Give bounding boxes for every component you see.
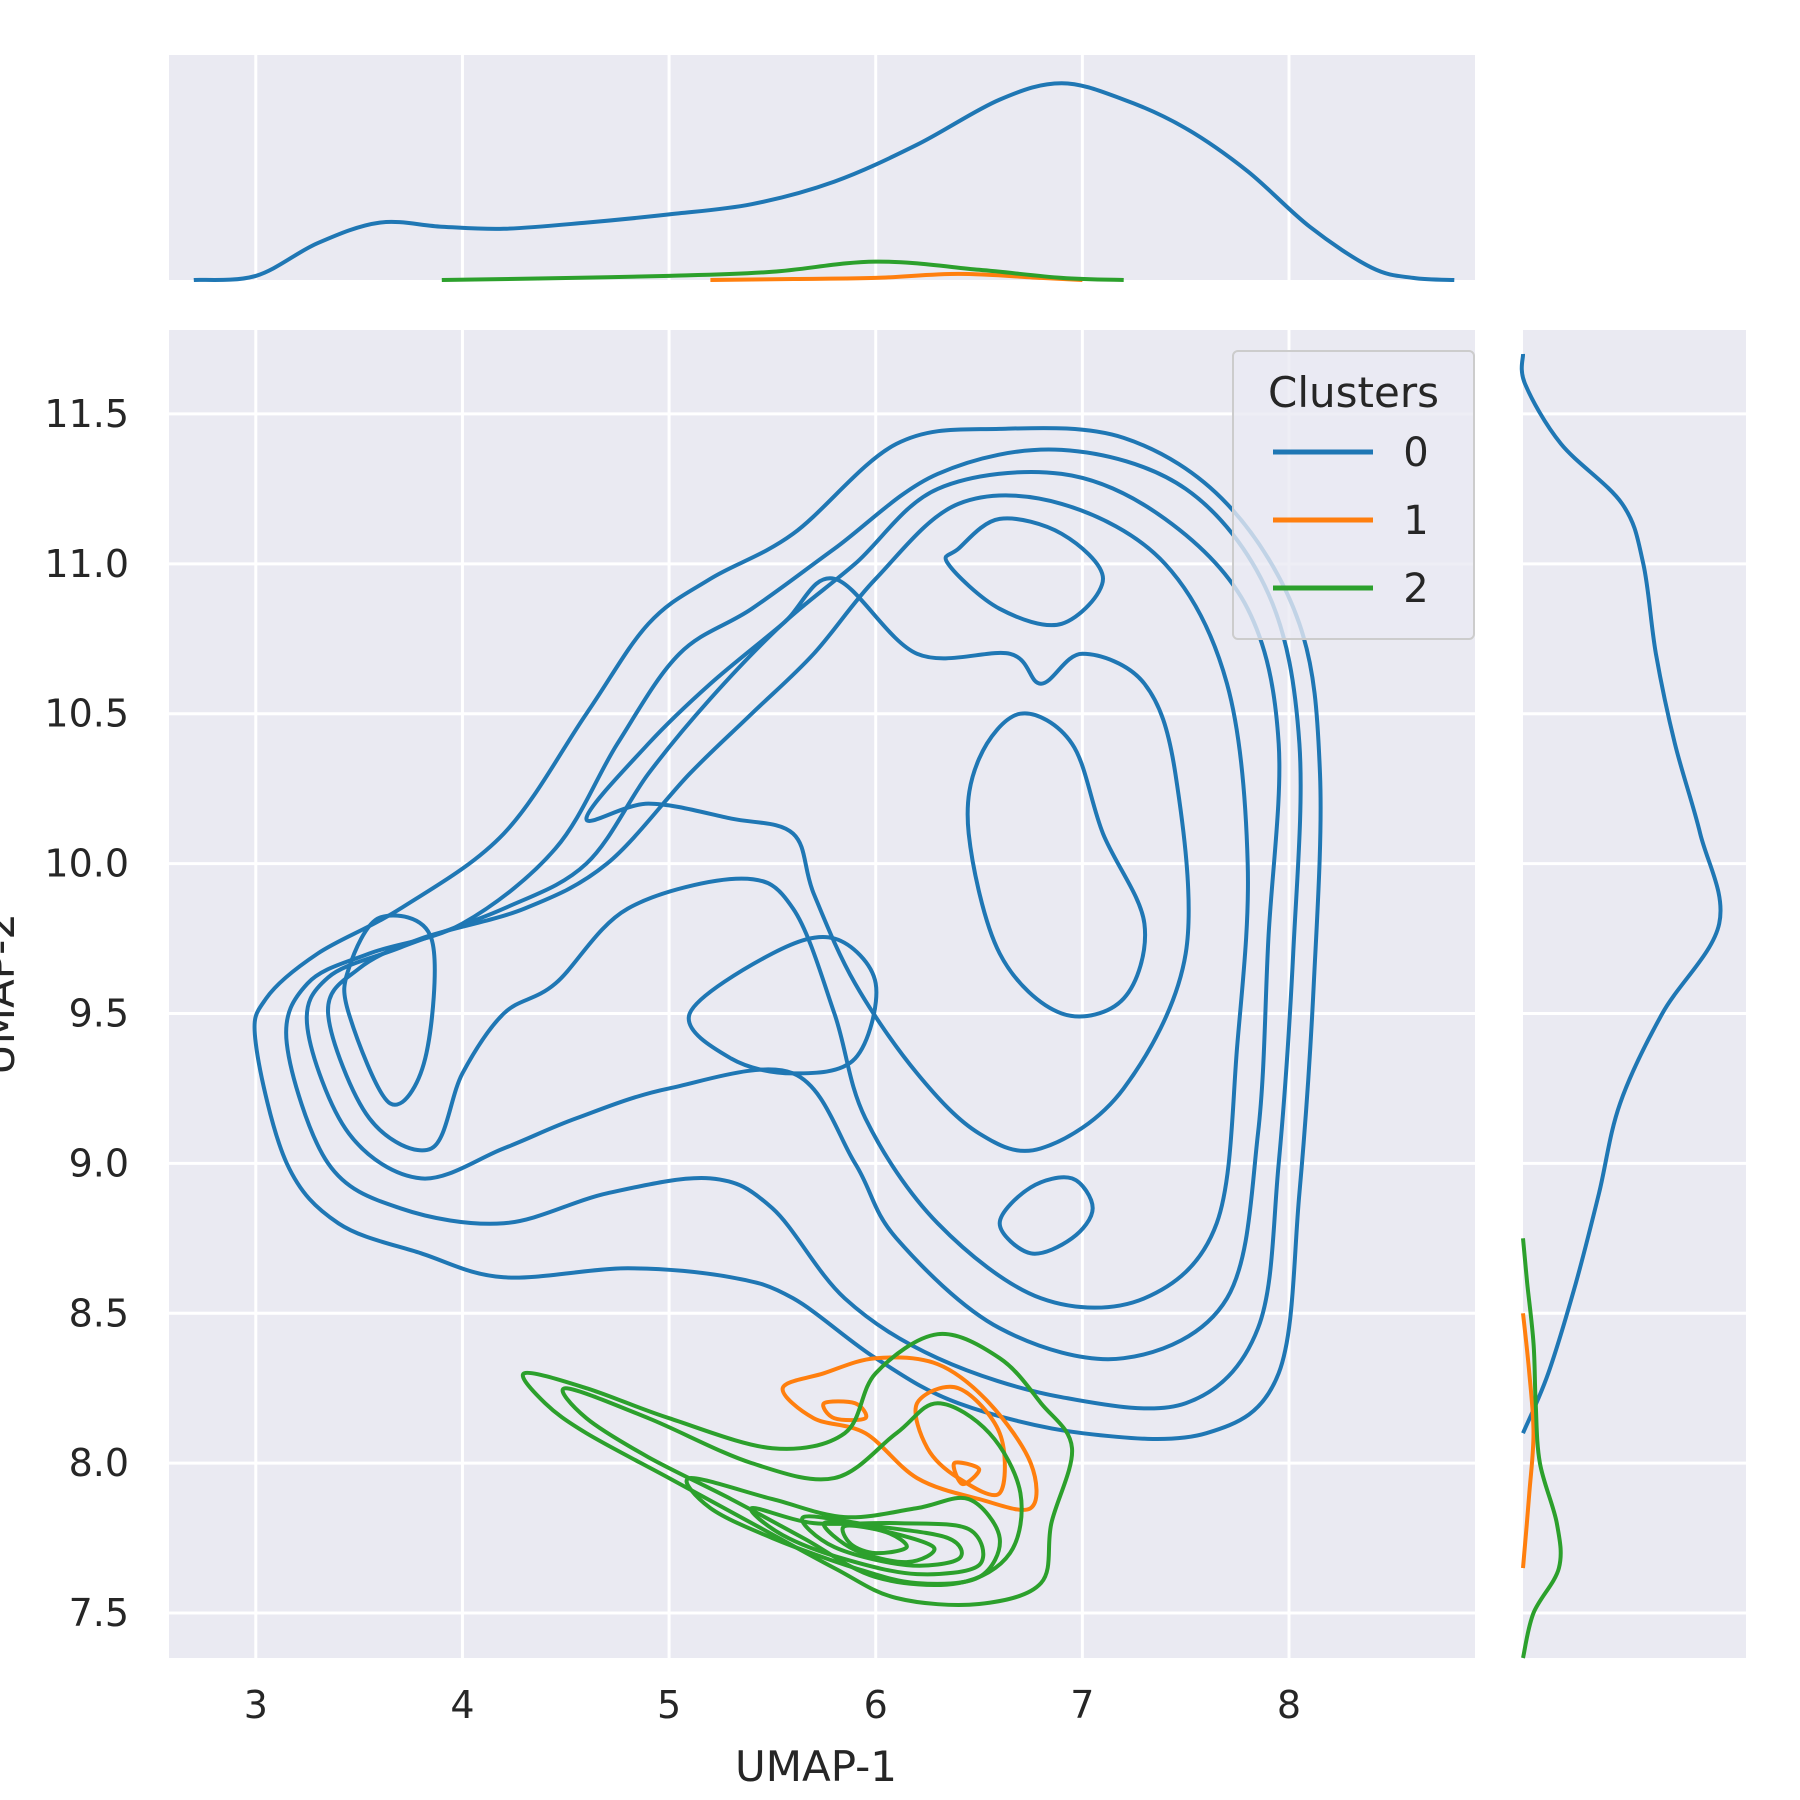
x-tick-label: 5 (657, 1683, 681, 1727)
legend-label-0: 0 (1403, 430, 1428, 476)
contour-cluster-0 (252, 426, 1323, 1441)
top-marginal-curve-0 (193, 81, 1455, 283)
y-tick-label: 11.0 (44, 542, 129, 586)
contour-cluster-0 (965, 711, 1148, 1019)
contour-cluster-1 (780, 1355, 1039, 1512)
contour-cluster-1 (951, 1460, 982, 1487)
top-marginal-curves (193, 81, 1455, 283)
right-marginal-panel (1519, 330, 1746, 1659)
contour-cluster-0 (284, 447, 1303, 1411)
contour-cluster-2 (840, 1523, 909, 1556)
right-marginal-curve-1 (1521, 1313, 1536, 1569)
y-tick-label: 11.5 (44, 392, 129, 436)
legend-items: 0 1 2 (1273, 430, 1429, 612)
legend: Clusters 0 1 2 (1232, 350, 1475, 640)
right-marginal-curve-0 (1519, 353, 1723, 1434)
contour-cluster-0 (997, 1175, 1095, 1256)
legend-box (1232, 350, 1475, 640)
contour-cluster-0 (304, 470, 1282, 1362)
contour-cluster-2 (684, 1476, 1002, 1586)
x-tick-label: 3 (244, 1683, 268, 1727)
y-tick-labels: 7.5 8.0 8.5 9.0 9.5 10.0 10.5 11.0 11.5 (44, 392, 129, 1635)
right-marginal-grid (1523, 412, 1746, 1615)
y-tick-label: 9.0 (69, 1141, 129, 1185)
top-marginal-curve-2 (441, 259, 1124, 282)
y-axis-label: UMAP-2 (0, 913, 24, 1075)
contour-cluster-0 (326, 493, 1250, 1310)
y-tick-label: 10.0 (44, 842, 129, 886)
y-tick-label: 8.5 (69, 1291, 129, 1335)
contour-cluster-2 (560, 1386, 1024, 1587)
y-tick-label: 8.0 (69, 1441, 129, 1485)
y-tick-label: 7.5 (69, 1591, 129, 1635)
kde-contours (252, 426, 1323, 1607)
x-tick-label: 6 (864, 1683, 888, 1727)
contour-cluster-2 (800, 1514, 964, 1568)
x-tick-label: 7 (1070, 1683, 1094, 1727)
contour-cluster-0 (584, 576, 1191, 1153)
y-tick-label: 10.5 (44, 692, 129, 736)
contour-cluster-1 (913, 1384, 1007, 1497)
x-tick-label: 8 (1277, 1683, 1301, 1727)
legend-label-1: 1 (1403, 498, 1428, 544)
x-tick-labels: 3 4 5 6 7 8 (244, 1683, 1301, 1727)
top-marginal-background (169, 55, 1475, 280)
contour-cluster-0 (342, 913, 437, 1107)
x-tick-label: 4 (450, 1683, 474, 1727)
right-marginal-curve-2 (1521, 1238, 1563, 1659)
x-axis-label: UMAP-1 (735, 1742, 897, 1791)
contour-cluster-0 (686, 934, 879, 1076)
legend-label-2: 2 (1403, 566, 1428, 612)
legend-title: Clusters (1268, 368, 1439, 417)
top-marginal-panel (169, 55, 1475, 283)
y-tick-label: 9.5 (69, 991, 129, 1035)
right-marginal-background (1523, 330, 1746, 1658)
top-marginal-grid (254, 55, 1291, 280)
contour-cluster-1 (821, 1399, 869, 1423)
contour-cluster-0 (943, 516, 1105, 628)
right-marginal-curves (1519, 353, 1723, 1659)
